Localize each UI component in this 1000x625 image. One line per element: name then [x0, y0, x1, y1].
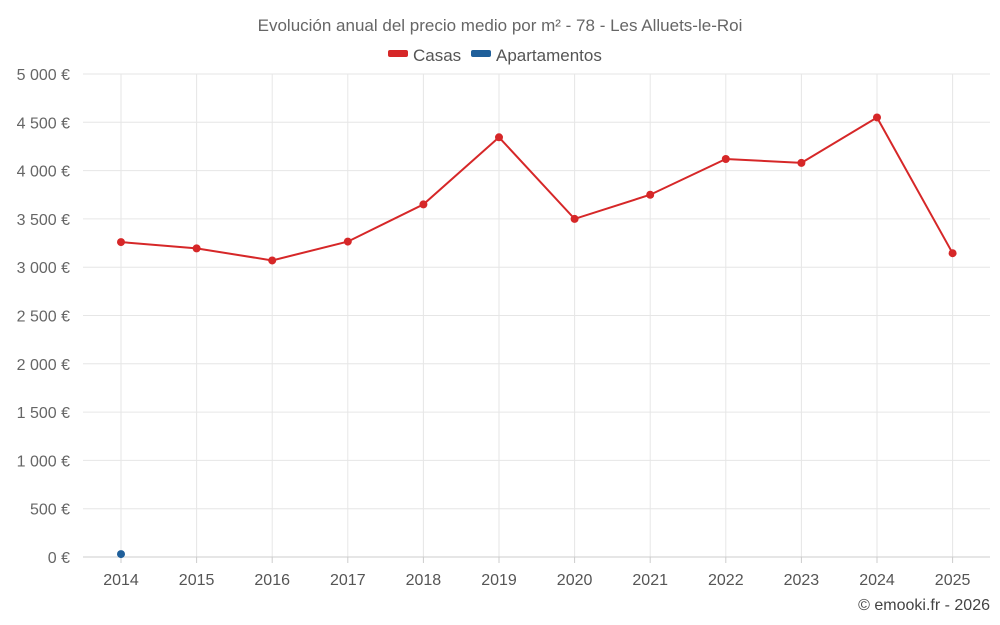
y-tick-label: 0 €	[48, 550, 70, 567]
y-tick-label: 1 500 €	[17, 405, 70, 422]
x-tick-label: 2021	[632, 572, 668, 589]
x-tick-label: 2025	[935, 572, 971, 589]
data-point-casas[interactable]	[797, 158, 806, 167]
legend-item-casas[interactable]: Casas	[388, 46, 461, 65]
x-tick-label: 2016	[254, 572, 290, 589]
x-tick-label: 2019	[481, 572, 517, 589]
y-tick-label: 4 500 €	[17, 115, 70, 132]
data-point-casas[interactable]	[646, 190, 655, 199]
data-point-casas[interactable]	[948, 249, 957, 258]
legend: Casas Apartamentos	[388, 46, 602, 65]
x-tick-label: 2017	[330, 572, 366, 589]
y-tick-label: 1 000 €	[17, 453, 70, 470]
legend-label-apartamentos: Apartamentos	[496, 46, 602, 65]
series-line-casas	[120, 116, 954, 262]
y-tick-label: 5 000 €	[17, 67, 70, 84]
x-tick-label: 2018	[406, 572, 442, 589]
y-tick-label: 2 000 €	[17, 357, 70, 374]
x-tick-label: 2022	[708, 572, 744, 589]
data-point-casas[interactable]	[419, 200, 428, 209]
legend-swatch-casas	[388, 50, 408, 57]
y-tick-label: 500 €	[30, 502, 70, 519]
y-tick-label: 2 500 €	[17, 309, 70, 326]
legend-swatch-apartamentos	[471, 50, 491, 57]
legend-label-casas: Casas	[413, 46, 461, 65]
y-tick-label: 3 000 €	[17, 260, 70, 277]
x-tick-label: 2015	[179, 572, 215, 589]
data-point-casas[interactable]	[721, 155, 730, 164]
x-tick-label: 2024	[859, 572, 895, 589]
data-point-casas[interactable]	[495, 133, 503, 142]
x-tick-label: 2020	[557, 572, 593, 589]
data-point-casas[interactable]	[268, 256, 277, 265]
y-tick-label: 3 500 €	[17, 212, 70, 229]
chart-title: Evolución anual del precio medio por m² …	[258, 16, 743, 35]
legend-item-apartamentos[interactable]: Apartamentos	[471, 46, 602, 65]
data-point-casas[interactable]	[873, 113, 881, 122]
x-tick-label: 2023	[784, 572, 820, 589]
x-axis: 2014 2015 2016 2017 2018 2019 2020 2021 2022 2023…	[83, 556, 990, 589]
x-tick-label: 2014	[103, 572, 139, 589]
grid-layer	[83, 73, 990, 558]
y-axis: 0 € 500 € 1 000 € 1 500 € 2 000 € 2 500 € 3 00…	[17, 67, 70, 567]
data-point-apartamentos[interactable]	[117, 550, 125, 559]
series-layer	[117, 113, 957, 559]
data-point-casas[interactable]	[570, 214, 579, 223]
data-point-casas[interactable]	[192, 244, 201, 253]
data-point-casas[interactable]	[343, 237, 352, 246]
y-tick-label: 4 000 €	[17, 164, 70, 181]
data-point-casas[interactable]	[117, 238, 125, 247]
credit-text: © emooki.fr - 2026	[858, 597, 990, 614]
